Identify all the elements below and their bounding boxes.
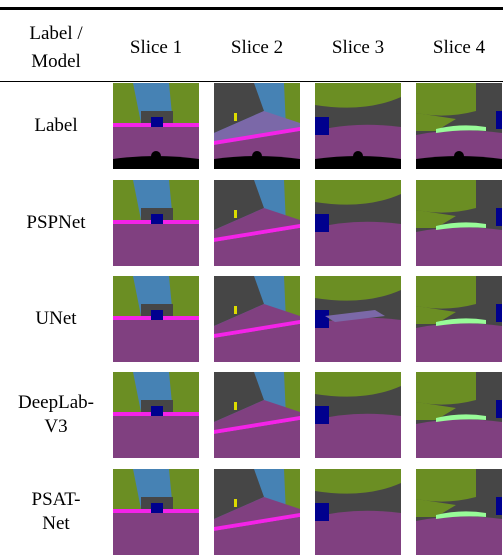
segment: [113, 511, 199, 555]
segmentation-image: [113, 180, 199, 266]
segment: [151, 503, 163, 513]
segment: [416, 469, 476, 502]
segment: [416, 419, 502, 458]
segment: [454, 151, 464, 161]
segment: [169, 469, 199, 511]
segment: [416, 323, 502, 362]
segment: [169, 372, 199, 414]
segment: [169, 180, 199, 222]
segment: [416, 83, 476, 116]
segment: [315, 214, 329, 232]
segmentation-image: [416, 180, 502, 266]
segmentation-image: [214, 180, 300, 266]
segmentation-image: [315, 469, 401, 555]
segmentation-image: [315, 180, 401, 266]
segmentation-image: [416, 372, 502, 458]
segment: [151, 117, 163, 127]
segment: [315, 406, 329, 424]
page: Label /ModelSlice 1Slice 2Slice 3Slice 4…: [0, 0, 503, 557]
segment: [315, 117, 329, 135]
text-line: Label: [34, 114, 77, 138]
segment: [252, 151, 262, 161]
row-label: PSPNet: [0, 180, 112, 266]
text-line: UNet: [35, 307, 76, 331]
segment: [416, 180, 476, 213]
segmentation-image: [214, 469, 300, 555]
segmentation-image: [416, 469, 502, 555]
column-header: Slice 4: [416, 18, 502, 78]
column-header: Slice 2: [214, 18, 300, 78]
segment: [315, 310, 329, 328]
text-line: Label /: [29, 20, 82, 48]
segment: [496, 208, 502, 226]
segment: [234, 210, 237, 218]
row-label: PSAT-Net: [0, 469, 112, 555]
column-header: Slice 3: [315, 18, 401, 78]
text-line: V3: [44, 415, 67, 439]
text-line: Net: [42, 512, 69, 536]
segment: [151, 151, 161, 161]
segmentation-image: [214, 83, 300, 169]
segment: [234, 499, 237, 507]
text-line: DeepLab-: [18, 391, 94, 415]
segment: [169, 276, 199, 318]
text-line: PSAT-: [32, 488, 81, 512]
segment: [113, 414, 199, 458]
top-rule: [0, 7, 503, 10]
segment: [151, 214, 163, 224]
row-label: Label: [0, 83, 112, 169]
segment: [234, 402, 237, 410]
segment: [151, 310, 163, 320]
segment: [496, 400, 502, 418]
segment: [496, 111, 502, 129]
segment: [416, 276, 476, 309]
text-line: PSPNet: [26, 211, 85, 235]
segment: [496, 497, 502, 515]
segment: [416, 516, 502, 555]
header-rule: [0, 81, 503, 82]
segment: [234, 113, 237, 121]
segmentation-image: [315, 372, 401, 458]
segmentation-image: [214, 276, 300, 362]
segment: [353, 151, 363, 161]
segmentation-image: [416, 83, 502, 169]
segment: [113, 318, 199, 362]
segment: [113, 222, 199, 266]
row-label: DeepLab-V3: [0, 372, 112, 458]
row-label: UNet: [0, 276, 112, 362]
segment: [169, 83, 199, 125]
segmentation-image: [315, 83, 401, 169]
segment: [315, 503, 329, 521]
segmentation-image: [315, 276, 401, 362]
segmentation-image: [113, 276, 199, 362]
corner-header: Label /Model: [0, 18, 112, 78]
segment: [416, 227, 502, 266]
segmentation-image: [416, 276, 502, 362]
segment: [496, 304, 502, 322]
segmentation-image: [113, 469, 199, 555]
text-line: Model: [31, 48, 81, 76]
segment: [416, 372, 476, 405]
segmentation-image: [113, 372, 199, 458]
segmentation-image: [214, 372, 300, 458]
column-header: Slice 1: [113, 18, 199, 78]
segment: [151, 406, 163, 416]
segmentation-image: [113, 83, 199, 169]
segment: [234, 306, 237, 314]
